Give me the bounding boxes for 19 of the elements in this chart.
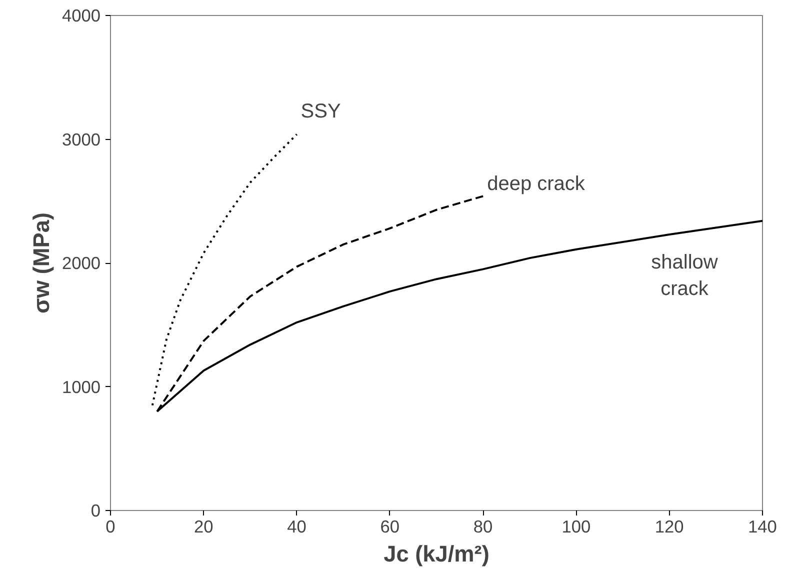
- line-series: [151, 133, 298, 406]
- x-tick-label: 0: [106, 516, 116, 536]
- x-tick-label: 100: [562, 516, 591, 536]
- x-tick-label: 120: [654, 516, 684, 536]
- y-tick-label: 0: [90, 500, 101, 520]
- y-tick-label: 2000: [62, 253, 101, 273]
- x-tick-label: 140: [748, 516, 777, 536]
- x-axis-title: Jc (kJ/m²): [384, 540, 490, 566]
- x-tick-label: 60: [380, 516, 400, 536]
- series-label: shallow crack: [651, 252, 718, 300]
- y-tick-label: 4000: [62, 6, 101, 26]
- series-label: SSY: [300, 100, 341, 122]
- y-tick-label: 1000: [62, 376, 101, 397]
- y-axis-title: σw (MPa): [28, 212, 54, 314]
- x-tick-label: 20: [194, 516, 214, 536]
- x-tick-label: 80: [473, 516, 493, 536]
- series-label: deep crack: [487, 173, 586, 196]
- x-tick-label: 40: [287, 516, 306, 536]
- y-tick-label: 3000: [62, 129, 101, 150]
